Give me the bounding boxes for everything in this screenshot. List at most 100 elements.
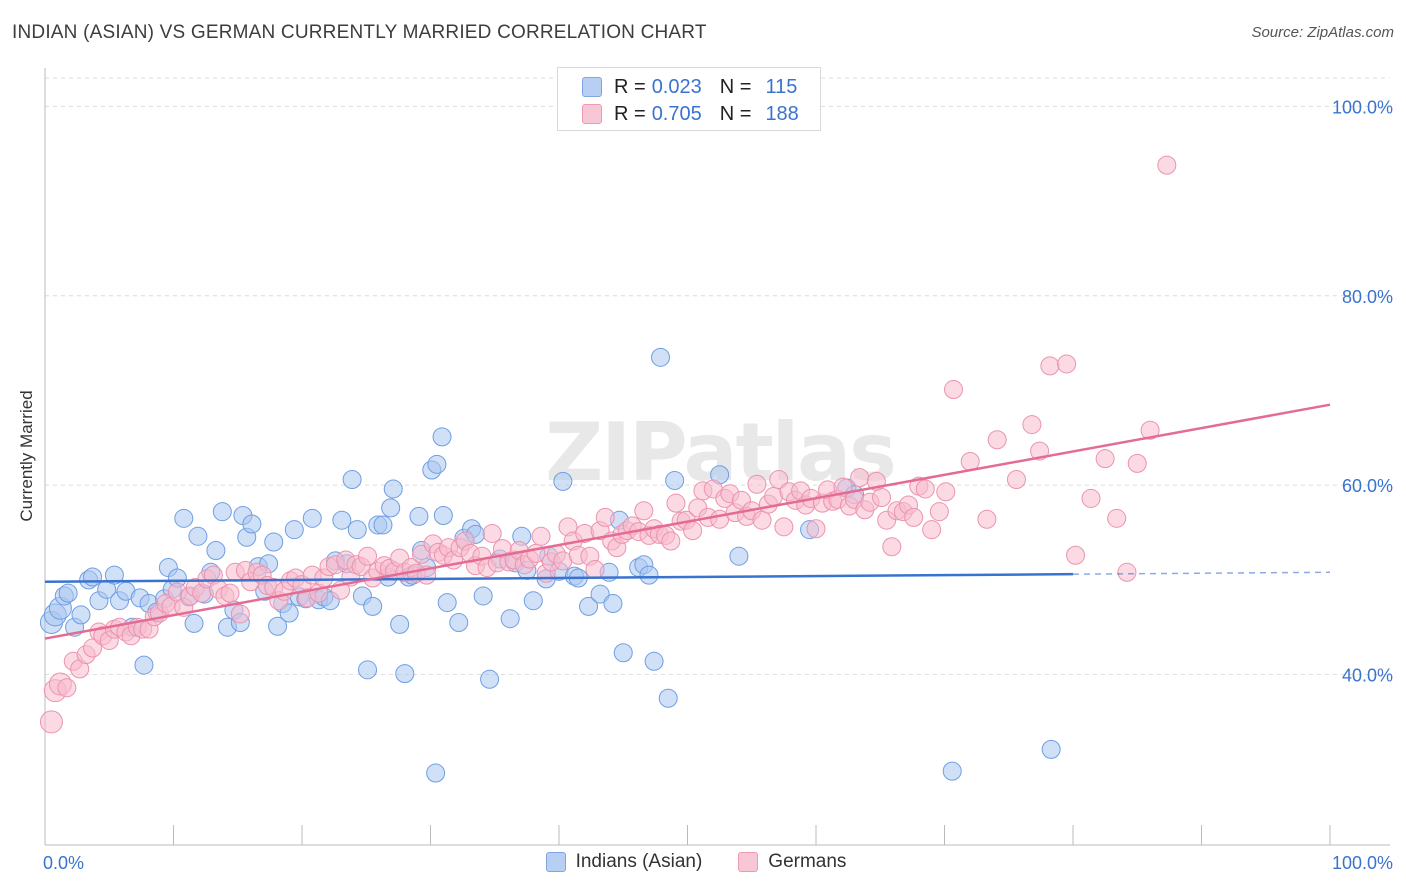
- indians-point: [332, 510, 352, 530]
- germans-point: [230, 604, 250, 624]
- indians-point: [188, 526, 208, 546]
- legend-item-germans[interactable]: Germans: [738, 851, 846, 873]
- germans-point: [482, 523, 502, 543]
- germans-point: [83, 638, 103, 658]
- r-label: R =: [614, 102, 646, 125]
- indians-swatch: [582, 77, 602, 97]
- indians-point: [523, 591, 543, 611]
- indians-trend-extension: [1072, 571, 1331, 575]
- germans-point: [747, 474, 767, 494]
- indians-point: [212, 502, 232, 522]
- germans-point: [661, 531, 681, 551]
- germans-point: [922, 520, 942, 540]
- germans-point: [1127, 453, 1147, 473]
- legend-row-indians: R = 0.023 N = 115: [582, 75, 797, 99]
- germans-point: [936, 482, 956, 502]
- germans-point: [872, 487, 892, 507]
- indians-point: [242, 514, 262, 534]
- indians-point: [1041, 739, 1061, 759]
- indians-point: [383, 479, 403, 499]
- legend-item-indians[interactable]: Indians (Asian): [545, 851, 703, 873]
- indians-point: [134, 655, 154, 675]
- indians-point: [449, 612, 469, 632]
- germans-point: [531, 526, 551, 546]
- indians-point: [432, 427, 452, 447]
- germans-point: [929, 502, 949, 522]
- y-tick-label: 40.0%: [1342, 666, 1393, 686]
- indians-point: [553, 471, 573, 491]
- indians-point: [184, 613, 204, 633]
- indians-point: [603, 594, 623, 614]
- indians-point: [342, 469, 362, 489]
- legend-row-germans: R = 0.705 N = 188: [582, 102, 799, 126]
- indians-point: [480, 669, 500, 689]
- germans-r-value: 0.705: [651, 102, 702, 125]
- indians-point: [500, 609, 520, 629]
- germans-point: [1040, 356, 1060, 376]
- germans-point: [850, 468, 870, 488]
- tick-labels: 40.0% 60.0% 80.0% 100.0% 0.0% 100.0%: [43, 97, 1393, 873]
- germans-point: [1022, 415, 1042, 435]
- germans-point: [1107, 508, 1127, 528]
- n-label: N =: [719, 102, 752, 125]
- indians-point: [347, 520, 367, 540]
- y-tick-label: 100.0%: [1332, 97, 1393, 117]
- indians-point: [381, 498, 401, 518]
- germans-point: [39, 710, 63, 734]
- r-label: R =: [614, 75, 646, 98]
- germans-point: [977, 509, 997, 529]
- indians-swatch: [545, 852, 566, 872]
- indians-point: [373, 515, 393, 535]
- indians-point: [264, 532, 284, 552]
- germans-point: [1117, 562, 1137, 582]
- indians-point: [279, 603, 299, 623]
- indians-point: [58, 583, 78, 603]
- germans-point: [358, 546, 378, 566]
- indians-point: [83, 567, 103, 587]
- germans-trend-line: [44, 403, 1331, 640]
- indians-point: [390, 614, 410, 634]
- y-tick-label: 80.0%: [1342, 287, 1393, 307]
- legend-label-indians: Indians (Asian): [575, 851, 703, 872]
- indians-point: [363, 596, 383, 616]
- germans-point: [1057, 354, 1077, 374]
- indians-point: [644, 651, 664, 671]
- germans-point: [57, 678, 77, 698]
- chart-title: INDIAN (ASIAN) VS GERMAN CURRENTLY MARRI…: [12, 22, 707, 43]
- germans-point: [915, 479, 935, 499]
- n-label: N =: [719, 75, 752, 98]
- correlation-legend: R = 0.023 N = 115 R = 0.705 N = 188: [557, 67, 821, 131]
- indians-point: [174, 508, 194, 528]
- indians-point: [395, 664, 415, 684]
- indians-point: [433, 505, 453, 525]
- germans-point: [1095, 449, 1115, 469]
- indians-point: [284, 520, 304, 540]
- indians-point: [729, 546, 749, 566]
- germans-point: [806, 519, 826, 539]
- indians-point: [437, 593, 457, 613]
- germans-point: [943, 380, 963, 400]
- indians-point: [651, 347, 671, 367]
- indians-point: [613, 643, 633, 663]
- germans-point: [1006, 469, 1026, 489]
- indians-point: [427, 454, 447, 474]
- germans-point: [595, 507, 615, 527]
- y-tick-label: 60.0%: [1342, 476, 1393, 496]
- series-legend: Indians (Asian) Germans: [0, 851, 1406, 873]
- indians-n-value: 115: [765, 75, 798, 98]
- germans-point: [220, 583, 240, 603]
- indians-point: [409, 506, 429, 526]
- germans-point: [774, 517, 794, 537]
- germans-point: [904, 507, 924, 527]
- indians-point: [473, 586, 493, 606]
- indians-point: [942, 761, 962, 781]
- indians-trend-line: [44, 572, 1074, 584]
- indians-point: [426, 763, 446, 783]
- x-tick-label-min: 0.0%: [43, 853, 84, 873]
- indians-point: [104, 565, 124, 585]
- indians-point: [658, 688, 678, 708]
- germans-point: [634, 501, 654, 521]
- indians-point: [206, 541, 226, 561]
- indians-point: [302, 508, 322, 528]
